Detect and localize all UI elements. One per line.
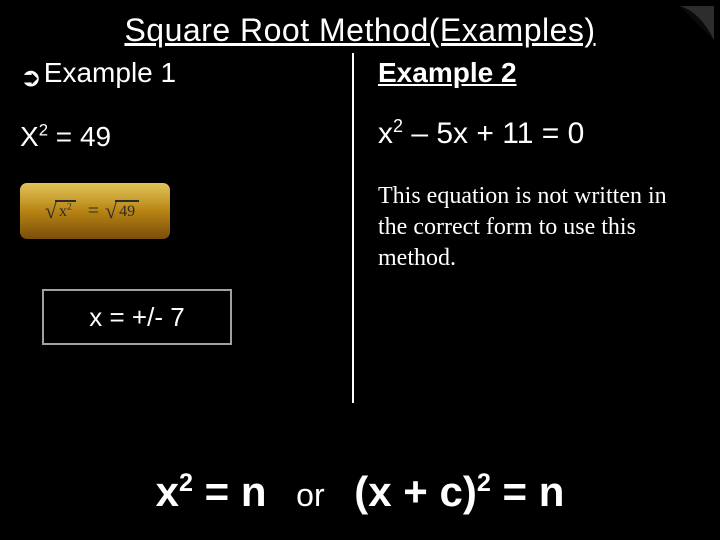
sqrt-step-image: √ x2 = √ 49 xyxy=(20,183,170,239)
example-2-note: This equation is not written in the corr… xyxy=(378,181,700,275)
formula-part-2: (x + c)2 = n xyxy=(354,468,564,515)
formula-or: or xyxy=(296,477,324,513)
sqrt-left: √ x2 xyxy=(45,200,76,222)
eq2-rest: – 5x + 11 = 0 xyxy=(403,117,584,150)
f1-exp: 2 xyxy=(179,469,193,497)
eq2-exp: 2 xyxy=(393,116,403,136)
f2-rest: = n xyxy=(491,468,565,515)
example-2-column: Example 2 x2 – 5x + 11 = 0 This equation… xyxy=(360,49,720,275)
eq1-exp: 2 xyxy=(39,121,48,140)
f2-base: (x + c) xyxy=(354,468,477,515)
eq1-base: X xyxy=(20,121,39,152)
footer-formula: x2 = n or (x + c)2 = n xyxy=(0,468,720,516)
equals-sign: = xyxy=(88,200,99,223)
eq2-base: x xyxy=(378,117,393,150)
answer-box: x = +/- 7 xyxy=(42,289,232,345)
rad1-exp: 2 xyxy=(67,202,72,213)
example-2-equation: x2 – 5x + 11 = 0 xyxy=(378,117,700,151)
example-1-equation: X2 = 49 xyxy=(20,121,330,153)
example-1-heading: ➲Example 1 xyxy=(20,57,330,93)
example-2-label: Example 2 xyxy=(378,57,700,89)
f2-exp: 2 xyxy=(477,469,491,497)
bullet-arrow-icon: ➲ xyxy=(20,62,42,92)
column-divider xyxy=(352,53,354,403)
sqrt-right: √ 49 xyxy=(105,200,139,222)
formula-part-1: x2 = n xyxy=(156,468,267,515)
example-1-column: ➲Example 1 X2 = 49 √ x2 = √ 49 x = +/- 7 xyxy=(0,49,350,345)
answer-text: x = +/- 7 xyxy=(89,302,184,333)
rad1-base: x xyxy=(59,203,67,220)
example-1-label: Example 1 xyxy=(44,57,176,88)
content-columns: ➲Example 1 X2 = 49 √ x2 = √ 49 x = +/- 7… xyxy=(0,49,720,429)
page-title: Square Root Method(Examples) xyxy=(0,0,720,49)
f1-base: x xyxy=(156,468,179,515)
radicand-2: 49 xyxy=(115,200,139,220)
eq1-rest: = 49 xyxy=(48,121,111,152)
radicand-1: x2 xyxy=(55,200,76,220)
f1-rest: = n xyxy=(193,468,267,515)
page-curl-icon xyxy=(680,6,714,40)
